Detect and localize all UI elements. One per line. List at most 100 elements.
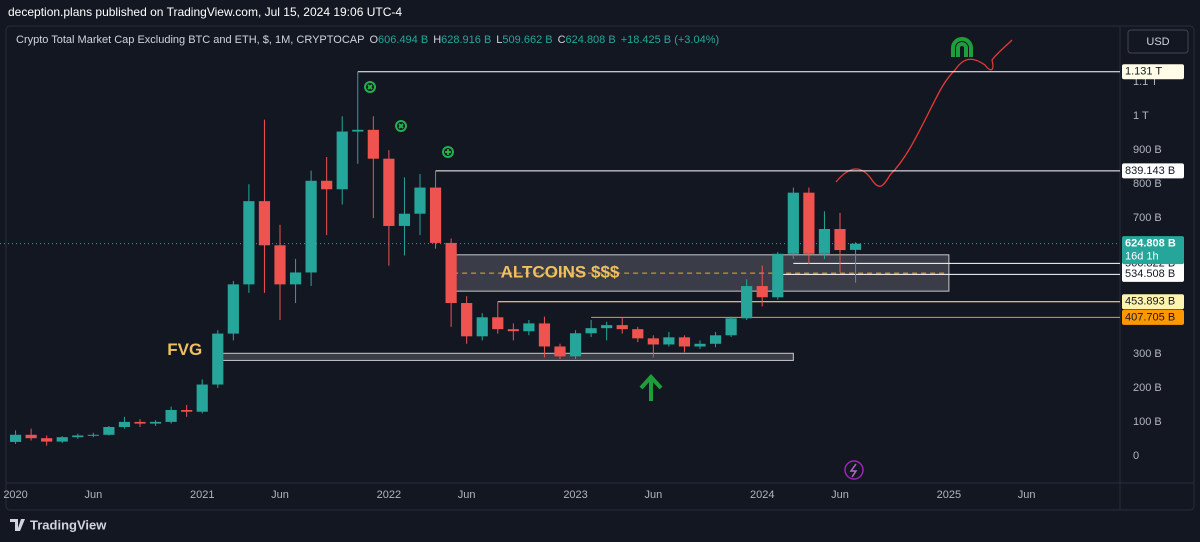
candle-body [134,421,146,424]
brand: TradingView [30,517,107,532]
legend-item: L [496,34,502,46]
candle-body [476,317,488,337]
candle-body [352,129,364,132]
candle-body [56,437,68,442]
candle-body [616,325,628,330]
logo [10,519,25,531]
legend-item: 509.662 B [502,34,552,46]
candle-body [678,337,691,347]
level-label: 453.893 B [1125,296,1175,308]
x-tick-label: 2021 [190,489,214,501]
candle-body [492,317,504,330]
candle-body [87,434,99,436]
level-label-bg [1122,309,1184,325]
candle-body [149,421,162,424]
level-label: 1.131 T [1125,66,1162,78]
x-tick-label: Jun [644,489,662,501]
level-label: 407.705 B [1125,311,1175,323]
level-label-bg [1122,294,1184,310]
marker [445,149,451,155]
candle-body [523,323,535,332]
candle-body [103,426,115,435]
marker [367,84,373,90]
x-tick-label: Jun [831,489,849,501]
candle-body [336,131,348,190]
candle-body [25,434,37,439]
candle-body [787,192,799,254]
candle-body [741,286,753,319]
level-label-bg [1122,163,1184,179]
marker [364,81,376,93]
candle-body [709,335,722,344]
candle-body [569,333,582,357]
event-icon [849,463,858,478]
legend-item: 624.808 B [566,34,616,46]
y-tick-label: 1 T [1133,110,1149,122]
candle-body [398,213,411,226]
x-tick-label: Jun [84,489,102,501]
last-price-bg [1122,236,1184,265]
candle-body [274,245,286,285]
candle-body [554,346,566,357]
level-label-bg [1122,266,1184,282]
candle-body [694,343,706,347]
candle-body [227,284,239,334]
y-tick-label: 900 B [1133,144,1162,156]
magnet-icon [951,37,973,57]
candle-body [165,410,177,422]
level-label: 534.508 B [1125,268,1175,280]
x-tick-label: 2025 [937,489,961,501]
candle-body [429,187,442,243]
up-arrow [639,374,663,401]
candle-body [772,253,784,298]
candle-body [725,318,737,336]
zone-box [217,352,794,361]
legend: Crypto Total Market Cap Excluding BTC an… [16,34,719,46]
candle-body [181,410,193,412]
candle-body [305,180,317,273]
x-tick-label: 2024 [750,489,774,501]
candle-body [212,333,224,385]
candle-body [663,337,675,345]
candle-body [538,323,551,347]
candle-body [803,192,815,254]
y-tick-label: 700 B [1133,212,1162,224]
candle-body [601,325,613,329]
candle-body [834,229,846,251]
candle-body [9,434,22,442]
candle-body [383,158,395,226]
currency-button[interactable] [1127,29,1189,54]
x-tick-label: Jun [1018,489,1036,501]
event-icon[interactable] [844,460,864,480]
candle-body [258,201,271,246]
zone-label: FVG [167,340,202,359]
candle-body [647,338,659,345]
candle-body [756,286,768,298]
candle-body [243,201,255,285]
candle-body [367,129,379,159]
marker [442,146,454,158]
marker [398,123,404,129]
candle-body [445,242,457,304]
legend-item: C [558,34,566,46]
chart-frame [5,25,1195,511]
legend-item: H [433,34,441,46]
candle-body [41,438,53,442]
legend-item: 606.494 B [378,34,428,46]
candle-body [461,303,473,337]
candle-body [196,384,208,412]
plot: ALTCOINS $$$ FVG [0,37,1120,480]
candle-body [818,229,831,254]
candle-body [585,328,597,334]
y-tick-label: 300 B [1133,348,1162,360]
y-tick-label: 200 B [1133,382,1162,394]
last-price-label: 624.808 B [1125,238,1176,250]
candle-body [289,272,302,285]
level-label-bg [1122,64,1184,80]
candle-body [414,187,426,214]
candle-body [118,421,131,427]
currency[interactable]: USD [1146,36,1169,48]
legend-item: Crypto Total Market Cap Excluding BTC an… [16,34,364,46]
x-tick-label: 2022 [377,489,401,501]
